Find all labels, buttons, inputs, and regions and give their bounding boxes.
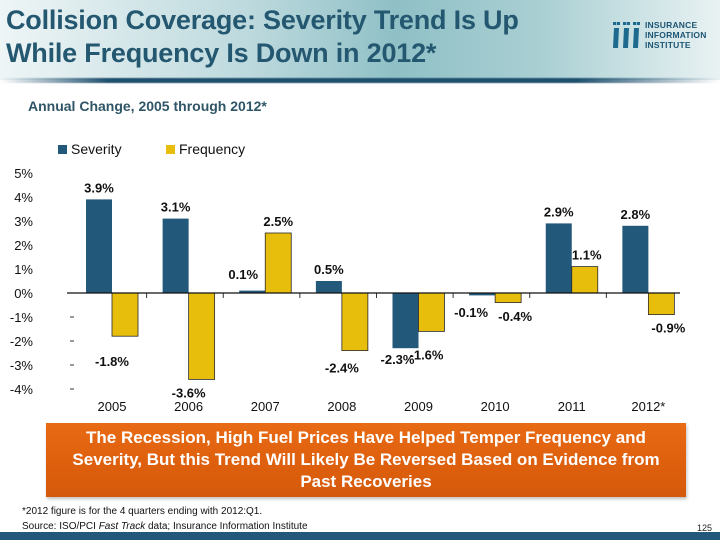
footnote: *2012 figure is for the 4 quarters endin… [22, 504, 308, 534]
y-tick-label: 1% [14, 262, 33, 277]
legend-item-severity: Severity [58, 141, 122, 157]
data-label: -2.4% [325, 361, 359, 376]
callout-text: The Recession, High Fuel Prices Have Hel… [72, 428, 660, 491]
bar-severity [162, 218, 189, 293]
data-label: -3.6% [172, 385, 206, 400]
page-title: Collision Coverage: Severity Trend Is Up… [6, 4, 606, 70]
data-label: -0.9% [651, 321, 685, 336]
bar-frequency [111, 292, 139, 337]
legend-item-frequency: Frequency [166, 141, 245, 157]
data-label: -2.3% [381, 352, 415, 367]
footnote-note: *2012 figure is for the 4 quarters endin… [22, 506, 263, 517]
bar-severity [622, 225, 649, 293]
y-tick-label: 5% [14, 166, 33, 181]
bar-frequency [264, 232, 292, 294]
callout-banner: The Recession, High Fuel Prices Have Hel… [46, 423, 686, 497]
data-label: 2.8% [621, 207, 651, 222]
footer-bar [0, 532, 720, 540]
bar-severity [239, 290, 266, 293]
legend-swatch-severity [58, 144, 67, 154]
x-tick-label: 2008 [327, 399, 356, 414]
bar-frequency [494, 292, 522, 304]
data-label: 3.9% [84, 180, 114, 195]
legend-label-severity: Severity [71, 141, 122, 157]
bar-severity [545, 223, 572, 293]
bar-severity [86, 199, 112, 293]
data-label: -0.1% [454, 305, 488, 320]
header-banner [0, 0, 720, 80]
chart-subtitle: Annual Change, 2005 through 2012* [28, 98, 267, 114]
title-line-1: Collision Coverage: Severity Trend Is Up [6, 5, 519, 35]
y-tick-label: 4% [14, 190, 33, 205]
y-tick-label: -2% [10, 334, 34, 349]
header-divider [0, 78, 720, 83]
legend-label-frequency: Frequency [179, 141, 246, 157]
logo-text: INSURANCE INFORMATION INSTITUTE [645, 20, 707, 50]
x-tick-label: 2010 [481, 399, 510, 414]
y-tick-label: 3% [14, 214, 33, 229]
bar-frequency [571, 266, 599, 294]
x-tick-label: 2005 [98, 399, 127, 414]
y-tick-label: 0% [14, 286, 33, 301]
bar-frequency [418, 292, 445, 332]
x-tick-label: 2012* [631, 399, 665, 414]
bar-severity [469, 293, 496, 296]
y-tick-label: -1% [10, 310, 34, 325]
data-label: 2.9% [544, 204, 574, 219]
data-label: 3.1% [161, 200, 191, 215]
y-tick-label: 2% [14, 238, 33, 253]
x-tick-label: 2011 [558, 399, 586, 414]
bar-severity [392, 293, 419, 349]
data-label: 0.5% [314, 262, 344, 277]
page-number: 125 [697, 523, 713, 533]
bar-severity [315, 281, 342, 293]
footnote-source: Source: ISO/PCI Fast Track data; Insuran… [22, 521, 308, 532]
data-label: 2.5% [263, 214, 293, 229]
y-tick-label: -3% [10, 358, 34, 373]
bar-chart: 5% 4% 3% 2% 1% 0% -1% -2% -3% -4% 3.9% -1.8% 2005 3.1… [10, 166, 686, 414]
bar-frequency [647, 292, 675, 316]
iii-logo-icon [613, 22, 640, 48]
x-tick-label: 2007 [251, 399, 280, 414]
data-label: 0.1% [228, 267, 258, 282]
data-label: 1.1% [572, 248, 602, 263]
bar-frequency [188, 292, 216, 380]
data-label: -0.4% [498, 309, 532, 324]
data-label: -1.8% [95, 354, 129, 369]
x-tick-label: 2006 [174, 399, 203, 414]
bar-frequency [341, 292, 369, 351]
title-line-2: While Frequency Is Down in 2012* [6, 38, 437, 68]
x-tick-label: 2009 [404, 399, 433, 414]
legend-swatch-frequency [166, 144, 175, 154]
y-tick-label: -4% [10, 382, 34, 397]
iii-logo: INSURANCE INFORMATION INSTITUTE [612, 18, 717, 58]
data-label: -1.6% [410, 347, 444, 362]
